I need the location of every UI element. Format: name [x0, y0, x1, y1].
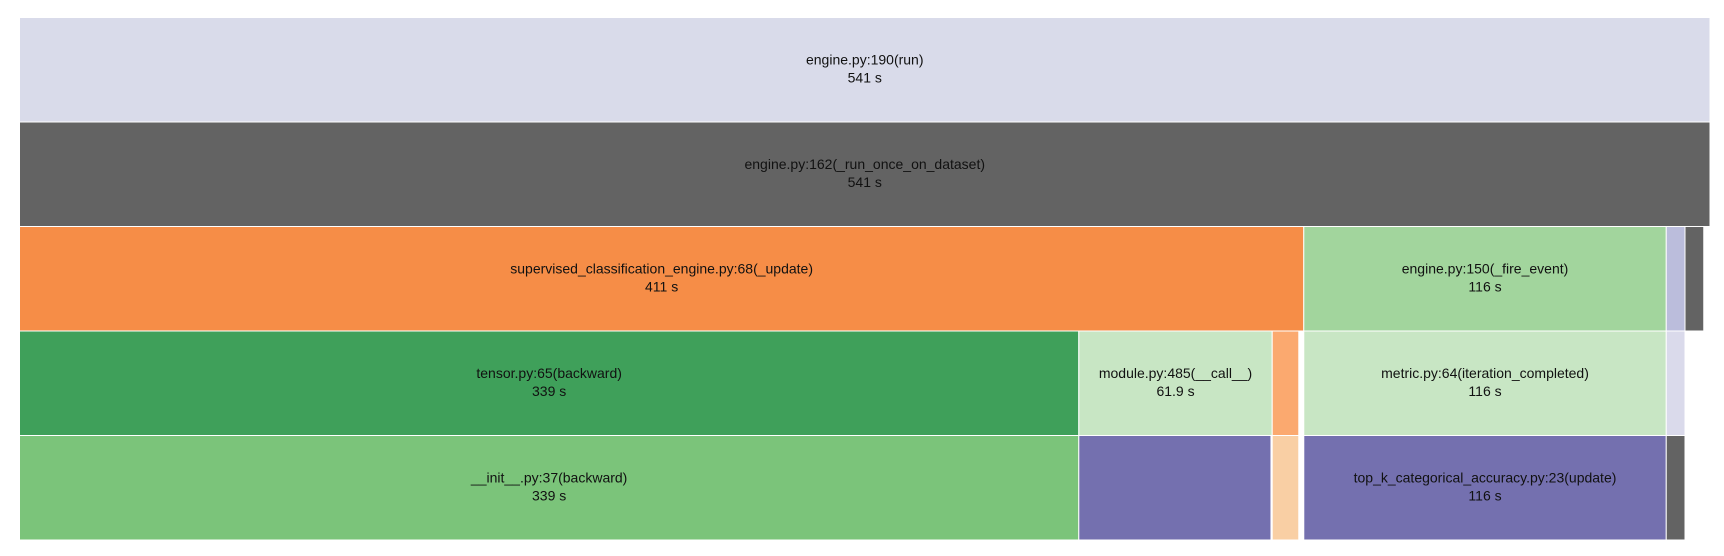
- cell-label: metric.py:64(iteration_completed): [1381, 365, 1589, 381]
- cell: [19, 435, 1080, 541]
- cell: [1078, 435, 1272, 541]
- cell-label: module.py:485(__call__): [1099, 365, 1252, 381]
- cell-value: 116 s: [1468, 278, 1501, 294]
- cell-label: __init__.py:37(backward): [470, 469, 627, 485]
- cell: [1665, 226, 1686, 332]
- cell-value: 541 s: [848, 69, 882, 85]
- cell: [1078, 330, 1273, 436]
- cell-value: 339 s: [532, 383, 566, 399]
- cell: [1665, 330, 1686, 436]
- cell-label: tensor.py:65(backward): [476, 365, 622, 381]
- cell-value: 116 s: [1468, 383, 1501, 399]
- cell: [1271, 435, 1300, 541]
- cell: [1303, 226, 1667, 332]
- cell: [19, 226, 1305, 332]
- cell-label: engine.py:190(run): [806, 51, 924, 67]
- cell: [1665, 435, 1686, 541]
- cell: [1303, 435, 1667, 541]
- cell: [1271, 330, 1300, 436]
- cell-value: 541 s: [848, 174, 882, 190]
- cell: [1303, 330, 1667, 436]
- cell-label: supervised_classification_engine.py:68(_…: [510, 260, 813, 276]
- cell-value: 411 s: [645, 278, 678, 294]
- cell: [19, 121, 1711, 227]
- cell-value: 339 s: [532, 487, 566, 503]
- cell: [19, 330, 1080, 436]
- cell-label: engine.py:162(_run_once_on_dataset): [744, 156, 985, 172]
- cell: [1684, 226, 1705, 332]
- cell: [19, 17, 1711, 123]
- cell-label: top_k_categorical_accuracy.py:23(update): [1354, 469, 1617, 485]
- cell-label: engine.py:150(_fire_event): [1402, 260, 1569, 276]
- cell-value: 116 s: [1468, 487, 1501, 503]
- cell-value: 61.9 s: [1156, 383, 1194, 399]
